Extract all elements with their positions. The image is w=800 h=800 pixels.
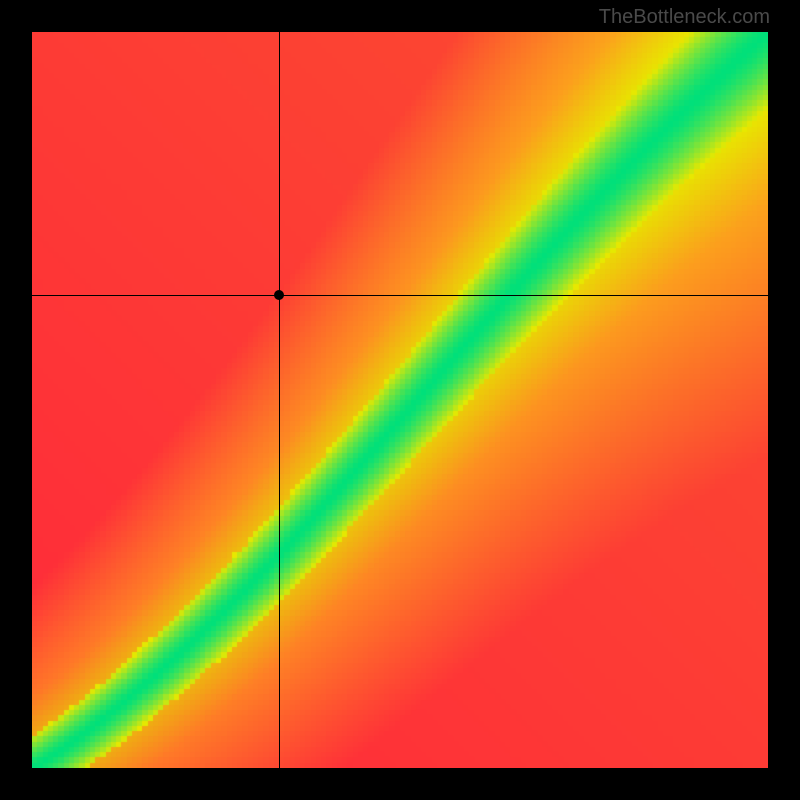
chart-area [32, 32, 768, 768]
crosshair-horizontal [32, 295, 768, 296]
marker-dot [274, 290, 284, 300]
heatmap-canvas [32, 32, 768, 768]
watermark-text: TheBottleneck.com [599, 6, 770, 29]
crosshair-vertical [279, 32, 280, 768]
